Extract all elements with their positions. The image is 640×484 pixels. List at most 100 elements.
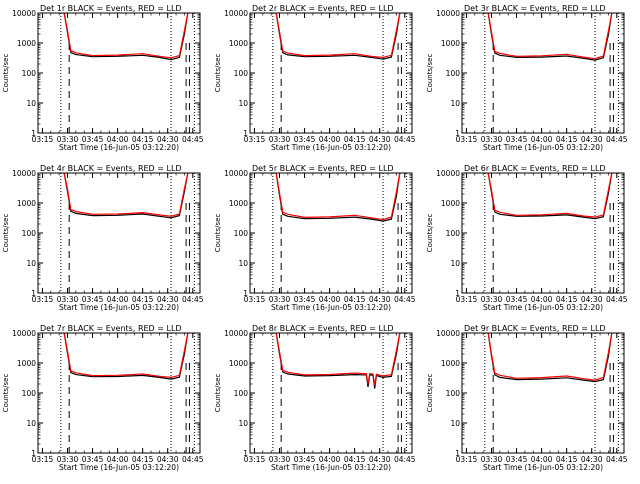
y-tick-label: 1 — [31, 129, 36, 138]
x-tick-label: 04:30 — [157, 135, 179, 144]
x-axis-label: Start Time (16-Jun-05 03:12:20) — [483, 303, 603, 312]
x-tick-label: 03:45 — [82, 295, 104, 304]
x-tick-label: 03:30 — [481, 135, 503, 144]
y-tick-label: 10 — [238, 259, 248, 268]
x-tick-label: 04:45 — [182, 295, 204, 304]
x-tick-label: 03:30 — [269, 295, 291, 304]
events-series-line — [275, 173, 401, 222]
x-tick-label: 03:15 — [456, 455, 478, 464]
panel-title: Det 7r BLACK = Events, RED = LLD — [40, 324, 182, 333]
plot-frame — [461, 332, 625, 454]
x-tick-label: 04:15 — [132, 295, 154, 304]
x-axis-label: Start Time (16-Jun-05 03:12:20) — [59, 303, 179, 312]
panel-title: Det 8r BLACK = Events, RED = LLD — [252, 324, 394, 333]
y-tick-label: 10000 — [436, 9, 460, 18]
x-tick-label: 03:15 — [32, 135, 54, 144]
y-axis-label: Counts/sec — [426, 374, 434, 413]
panel-title: Det 3r BLACK = Events, RED = LLD — [464, 4, 606, 13]
x-tick-label: 04:15 — [344, 295, 366, 304]
x-tick-label: 04:00 — [319, 455, 341, 464]
y-tick-label: 100 — [446, 389, 461, 398]
x-tick-label: 03:45 — [82, 455, 104, 464]
y-tick-label: 10000 — [436, 329, 460, 338]
events-series-line — [487, 13, 613, 61]
plot-frame — [461, 172, 625, 294]
x-tick-label: 03:45 — [506, 135, 528, 144]
y-axis-label: Counts/sec — [2, 374, 10, 413]
x-tick-label: 03:30 — [57, 295, 79, 304]
y-tick-label: 1000 — [441, 39, 460, 48]
y-axis-label: Counts/sec — [2, 54, 10, 93]
y-tick-label: 10000 — [224, 9, 248, 18]
x-tick-label: 03:15 — [244, 455, 266, 464]
panel-title: Det 9r BLACK = Events, RED = LLD — [464, 324, 606, 333]
chart-panel-4: Det 4r BLACK = Events, RED = LLD Counts/s… — [2, 164, 204, 312]
y-tick-label: 1 — [243, 449, 248, 458]
y-tick-label: 10000 — [12, 329, 36, 338]
x-tick-label: 04:30 — [369, 135, 391, 144]
x-tick-label: 03:15 — [456, 135, 478, 144]
y-tick-label: 10 — [238, 419, 248, 428]
x-axis-label: Start Time (16-Jun-05 03:12:20) — [483, 463, 603, 472]
y-tick-label: 1 — [31, 289, 36, 298]
x-axis-label: Start Time (16-Jun-05 03:12:20) — [271, 463, 391, 472]
x-tick-label: 03:45 — [82, 135, 104, 144]
y-tick-label: 10 — [26, 99, 36, 108]
x-tick-label: 03:15 — [32, 295, 54, 304]
x-tick-label: 03:15 — [244, 135, 266, 144]
panel-title: Det 5r BLACK = Events, RED = LLD — [252, 164, 394, 173]
lld-series-line — [63, 173, 189, 217]
x-tick-label: 03:30 — [57, 455, 79, 464]
y-tick-label: 100 — [446, 229, 461, 238]
y-tick-label: 100 — [446, 69, 461, 78]
x-axis-label: Start Time (16-Jun-05 03:12:20) — [271, 143, 391, 152]
y-tick-label: 10 — [450, 259, 460, 268]
panel-title: Det 2r BLACK = Events, RED = LLD — [252, 4, 394, 13]
x-tick-label: 04:30 — [581, 455, 603, 464]
y-tick-label: 10 — [450, 419, 460, 428]
panel-title: Det 4r BLACK = Events, RED = LLD — [40, 164, 182, 173]
x-tick-label: 04:00 — [319, 135, 341, 144]
x-tick-label: 03:30 — [57, 135, 79, 144]
y-tick-label: 1 — [455, 449, 460, 458]
y-tick-label: 10 — [26, 259, 36, 268]
lld-series-line — [487, 333, 613, 381]
x-tick-label: 04:15 — [556, 455, 578, 464]
y-tick-label: 1 — [243, 289, 248, 298]
y-tick-label: 10000 — [12, 9, 36, 18]
y-tick-label: 1 — [31, 449, 36, 458]
plot-frame — [249, 172, 413, 294]
x-tick-label: 03:30 — [481, 295, 503, 304]
y-axis-label: Counts/sec — [214, 374, 222, 413]
events-series-line — [63, 333, 189, 380]
chart-panel-3: Det 3r BLACK = Events, RED = LLD Counts/s… — [426, 4, 628, 152]
y-tick-label: 10000 — [224, 329, 248, 338]
events-series-line — [275, 13, 401, 60]
events-series-line — [275, 333, 401, 389]
panel-title: Det 6r BLACK = Events, RED = LLD — [464, 164, 606, 173]
lld-series-line — [275, 13, 401, 59]
x-tick-label: 04:15 — [132, 135, 154, 144]
x-tick-label: 04:00 — [531, 455, 553, 464]
chart-panel-1: Det 1r BLACK = Events, RED = LLD Counts/s… — [2, 4, 204, 152]
y-tick-label: 1000 — [441, 199, 460, 208]
y-tick-label: 100 — [234, 69, 249, 78]
x-tick-label: 04:30 — [369, 455, 391, 464]
x-tick-label: 04:30 — [581, 295, 603, 304]
chart-panel-9: Det 9r BLACK = Events, RED = LLD Counts/s… — [426, 324, 628, 472]
y-tick-label: 10000 — [224, 169, 248, 178]
y-tick-label: 10000 — [436, 169, 460, 178]
x-tick-label: 04:45 — [606, 295, 628, 304]
chart-panel-6: Det 6r BLACK = Events, RED = LLD Counts/s… — [426, 164, 628, 312]
x-tick-label: 04:00 — [319, 295, 341, 304]
plot-frame — [461, 12, 625, 134]
lld-series-line — [63, 333, 189, 379]
x-tick-label: 03:15 — [32, 455, 54, 464]
y-axis-label: Counts/sec — [214, 54, 222, 93]
y-tick-label: 1000 — [17, 359, 36, 368]
x-tick-label: 03:45 — [506, 455, 528, 464]
x-tick-label: 04:00 — [107, 135, 129, 144]
plot-frame — [37, 332, 201, 454]
x-tick-label: 04:45 — [394, 295, 416, 304]
